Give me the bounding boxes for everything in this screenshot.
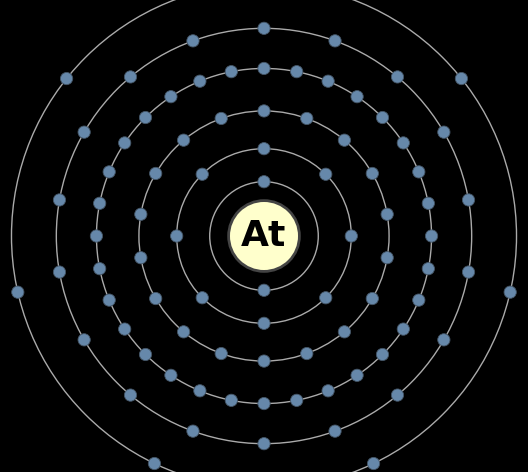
Circle shape <box>103 166 115 178</box>
Circle shape <box>351 369 363 381</box>
Circle shape <box>322 75 334 87</box>
Text: At: At <box>241 219 287 253</box>
Circle shape <box>422 262 435 275</box>
Circle shape <box>119 137 131 149</box>
Circle shape <box>139 111 152 124</box>
Circle shape <box>119 323 131 335</box>
Circle shape <box>187 425 199 437</box>
Circle shape <box>149 292 162 305</box>
Circle shape <box>165 369 177 381</box>
Circle shape <box>139 348 152 361</box>
Circle shape <box>258 62 270 75</box>
Circle shape <box>177 134 190 146</box>
Circle shape <box>290 394 303 406</box>
Circle shape <box>319 168 332 180</box>
Circle shape <box>215 347 228 360</box>
Circle shape <box>426 230 438 242</box>
Circle shape <box>366 293 379 305</box>
Circle shape <box>258 22 270 34</box>
Circle shape <box>258 284 270 296</box>
Circle shape <box>194 75 206 87</box>
Circle shape <box>215 112 228 125</box>
Circle shape <box>258 397 270 410</box>
Circle shape <box>258 317 270 329</box>
Circle shape <box>329 35 341 47</box>
Circle shape <box>135 208 147 220</box>
Circle shape <box>319 292 332 304</box>
Circle shape <box>194 385 206 397</box>
Circle shape <box>345 230 357 242</box>
Circle shape <box>78 126 90 138</box>
Circle shape <box>125 389 137 401</box>
Circle shape <box>229 201 299 271</box>
Circle shape <box>376 111 389 124</box>
Circle shape <box>258 176 270 188</box>
Circle shape <box>196 168 209 180</box>
Circle shape <box>225 394 238 406</box>
Circle shape <box>413 166 425 178</box>
Circle shape <box>391 71 403 83</box>
Circle shape <box>381 252 393 264</box>
Circle shape <box>12 286 24 298</box>
Circle shape <box>504 286 516 298</box>
Circle shape <box>225 66 238 78</box>
Circle shape <box>258 105 270 117</box>
Circle shape <box>90 230 102 242</box>
Circle shape <box>438 334 450 346</box>
Circle shape <box>103 294 115 306</box>
Circle shape <box>367 457 380 470</box>
Circle shape <box>322 385 334 397</box>
Circle shape <box>196 292 209 304</box>
Circle shape <box>60 72 73 84</box>
Circle shape <box>338 134 351 146</box>
Circle shape <box>171 230 183 242</box>
Circle shape <box>93 262 106 275</box>
Circle shape <box>366 168 379 180</box>
Circle shape <box>53 266 65 278</box>
Circle shape <box>376 348 389 361</box>
Circle shape <box>187 35 199 47</box>
Circle shape <box>290 66 303 78</box>
Circle shape <box>177 326 190 338</box>
Circle shape <box>397 137 409 149</box>
Circle shape <box>78 334 90 346</box>
Circle shape <box>338 326 351 338</box>
Circle shape <box>300 347 313 360</box>
Circle shape <box>351 91 363 103</box>
Circle shape <box>381 208 393 220</box>
Circle shape <box>165 91 177 103</box>
Circle shape <box>391 389 403 401</box>
Circle shape <box>300 112 313 125</box>
Circle shape <box>413 294 425 306</box>
Circle shape <box>463 266 475 278</box>
Circle shape <box>438 126 450 138</box>
Circle shape <box>93 197 106 210</box>
Circle shape <box>135 252 147 264</box>
Circle shape <box>258 143 270 155</box>
Circle shape <box>258 355 270 367</box>
Circle shape <box>422 197 435 210</box>
Circle shape <box>148 457 161 470</box>
Circle shape <box>258 438 270 450</box>
Circle shape <box>455 72 468 84</box>
Circle shape <box>463 194 475 206</box>
Circle shape <box>125 71 137 83</box>
Circle shape <box>53 194 65 206</box>
Circle shape <box>149 167 162 180</box>
Circle shape <box>397 323 409 335</box>
Circle shape <box>329 425 341 437</box>
